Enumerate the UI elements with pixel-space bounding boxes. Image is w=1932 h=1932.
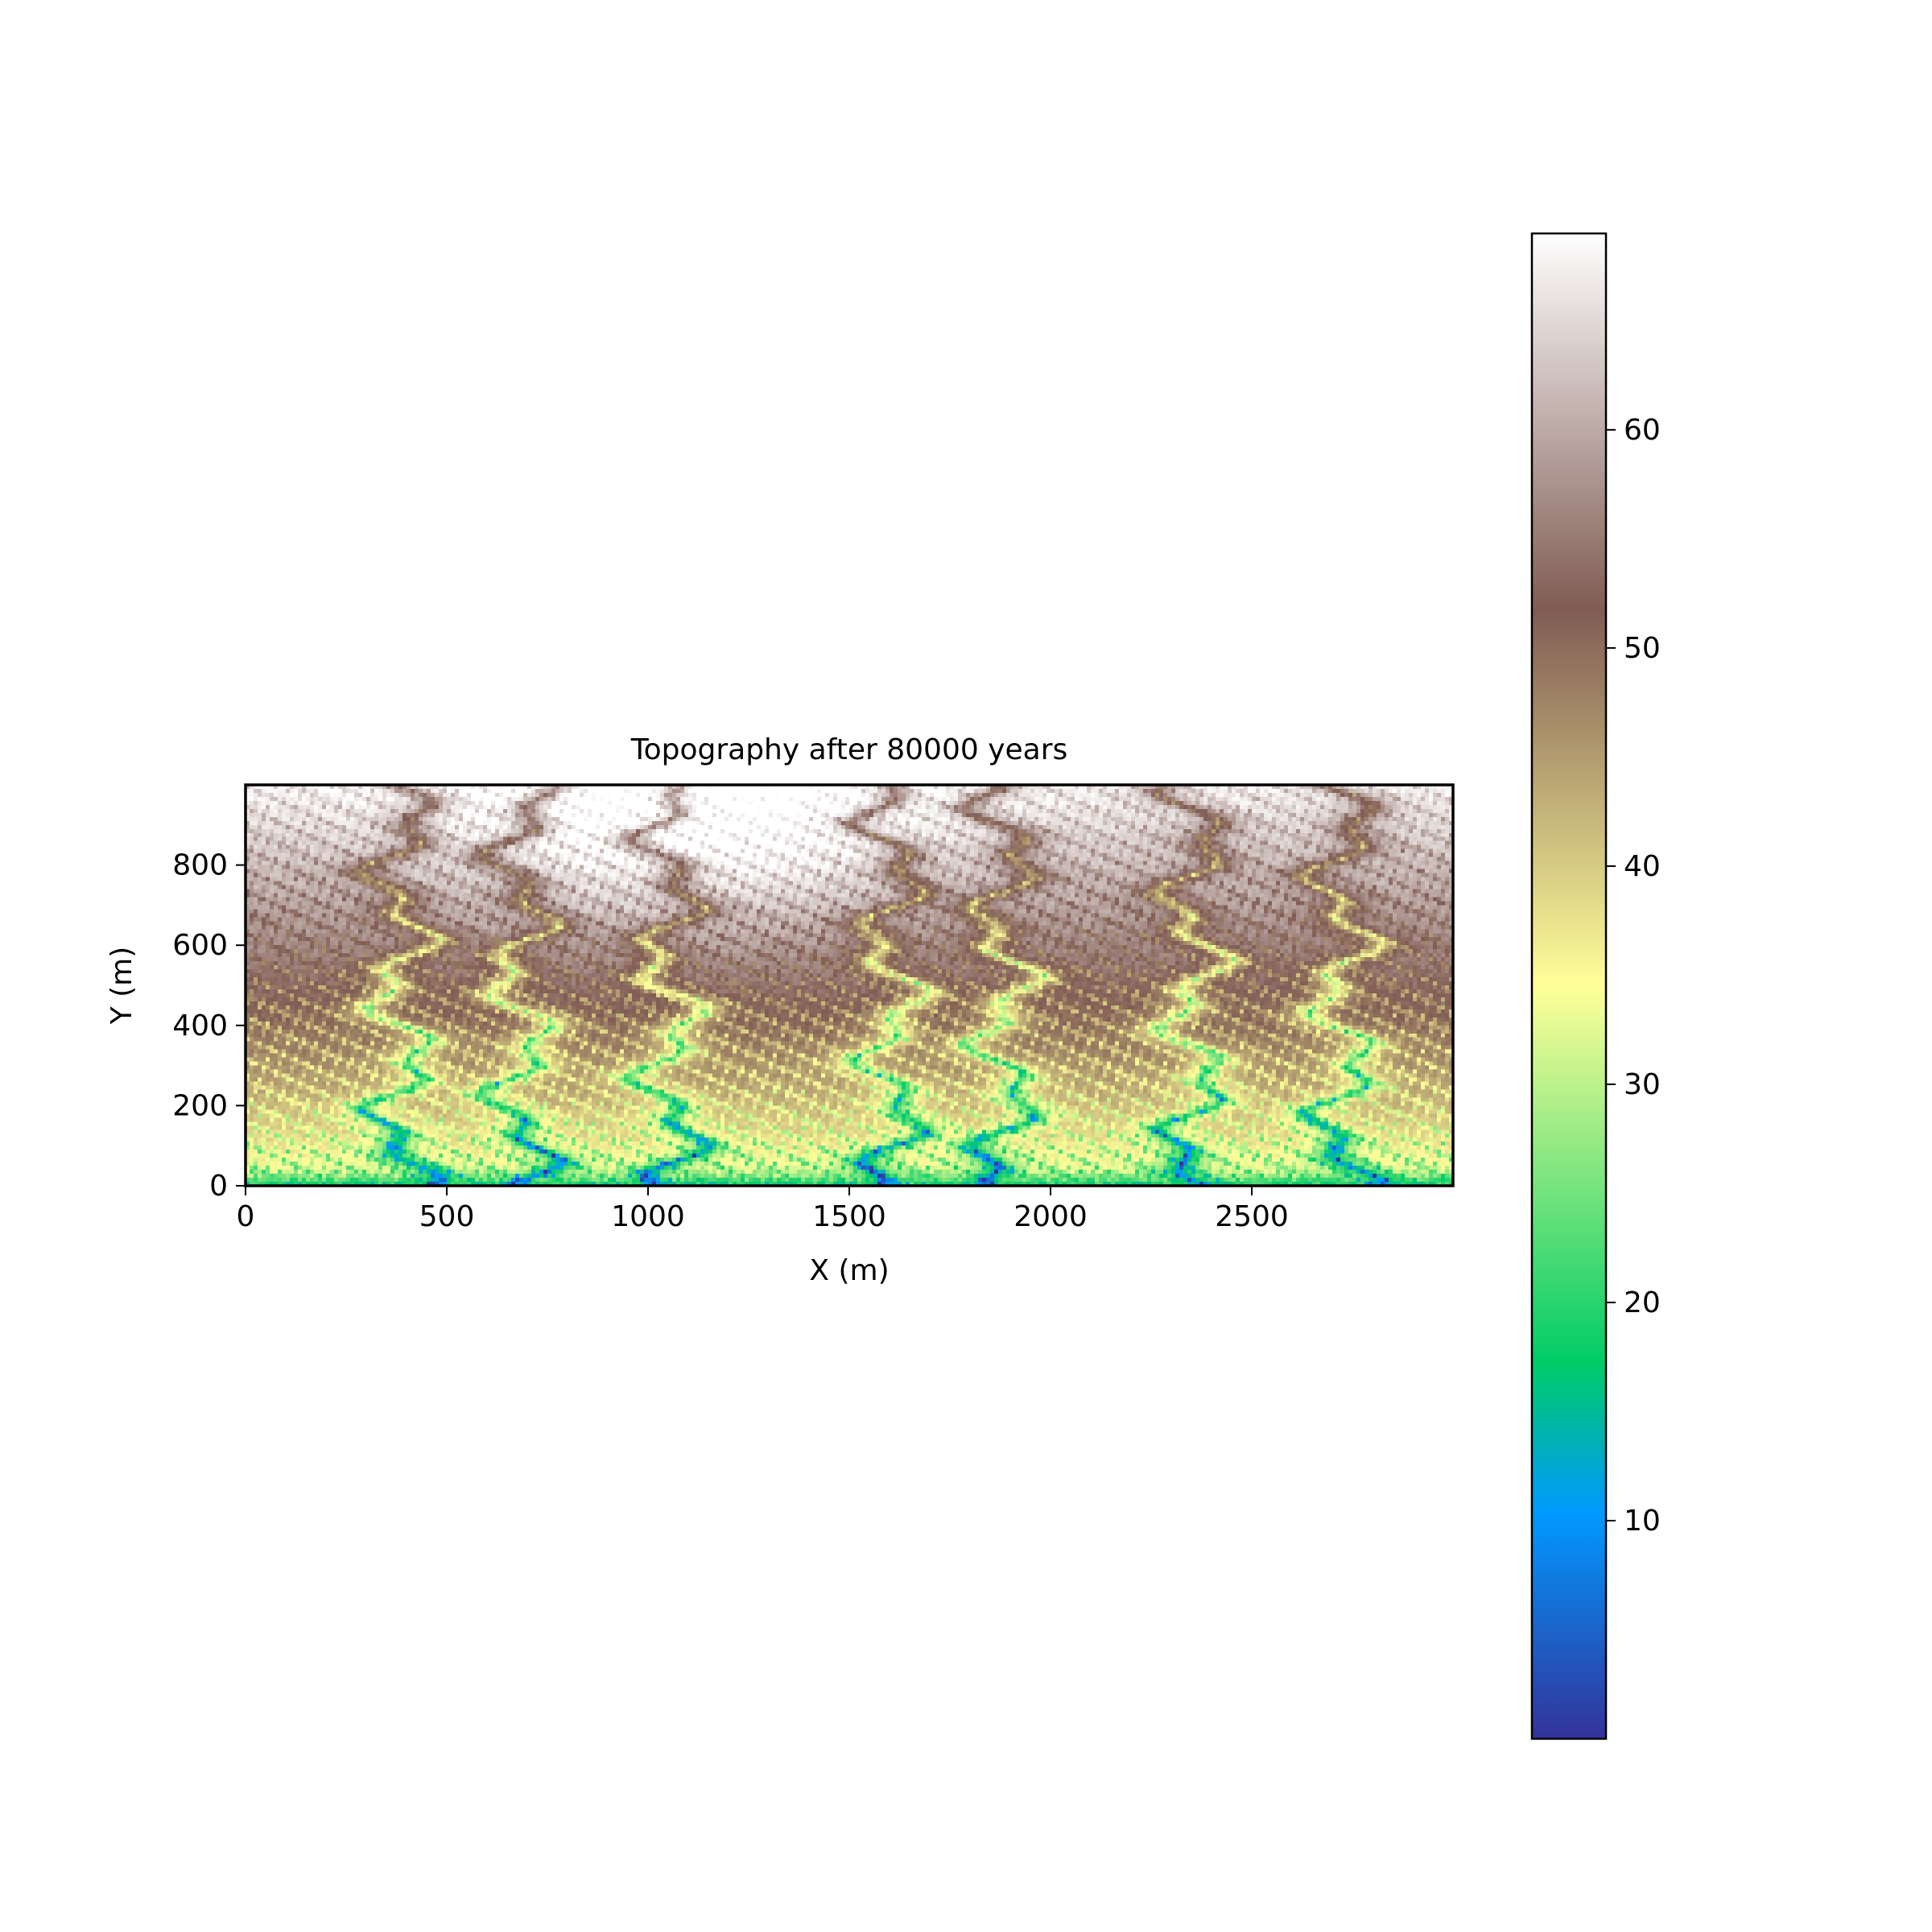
y-tick-label: 200 <box>172 1089 228 1122</box>
plot-area <box>244 783 1455 1187</box>
x-tick-label: 2500 <box>1215 1200 1289 1233</box>
x-axis-label: X (m) <box>809 1254 889 1287</box>
y-tick-label: 400 <box>172 1009 228 1042</box>
colorbar-tick-label: 30 <box>1624 1068 1661 1101</box>
chart-title: Topography after 80000 years <box>630 733 1068 766</box>
x-tick-label: 500 <box>419 1200 475 1233</box>
y-tick-label: 800 <box>172 849 228 882</box>
colorbar-tick-label: 40 <box>1624 850 1661 883</box>
y-tick-label: 0 <box>209 1170 228 1203</box>
heatmap-image <box>246 785 1453 1186</box>
colorbar-tick-label: 10 <box>1624 1505 1661 1538</box>
colorbar-tick-label: 50 <box>1624 632 1661 665</box>
x-axis-ticks: 0 500 1000 1500 2000 2500 <box>237 1186 1289 1233</box>
y-axis-label: Y (m) <box>105 947 138 1026</box>
y-tick-label: 600 <box>172 929 228 962</box>
x-tick-label: 1000 <box>611 1200 685 1233</box>
colorbar-gradient <box>1532 233 1606 1739</box>
y-axis-ticks: 0 200 400 600 800 <box>172 849 246 1203</box>
colorbar-ticks: 10 20 30 40 50 60 <box>1606 414 1661 1538</box>
x-tick-label: 2000 <box>1013 1200 1088 1233</box>
colorbar-tick-label: 60 <box>1624 414 1661 447</box>
colorbar-tick-label: 20 <box>1624 1286 1661 1319</box>
colorbar: 10 20 30 40 50 60 <box>1530 232 1661 1740</box>
x-tick-label: 0 <box>237 1200 255 1233</box>
colorbar-frame <box>1530 232 1608 1740</box>
x-tick-label: 1500 <box>812 1200 886 1233</box>
